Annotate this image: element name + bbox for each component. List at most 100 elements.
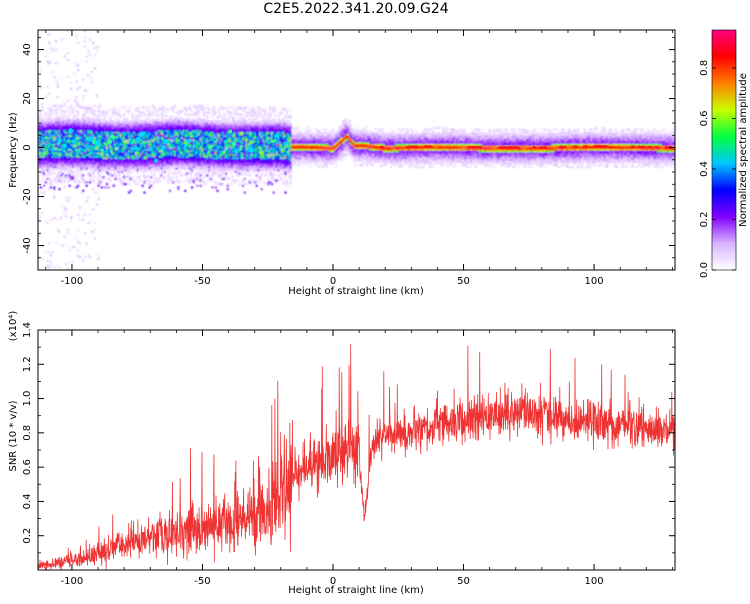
- heat-cell: [55, 118, 58, 121]
- heat-cell: [197, 149, 200, 152]
- heat-cell: [41, 128, 44, 131]
- heat-cell: [218, 142, 221, 145]
- heat-cell: [233, 169, 236, 172]
- heat-cell: [78, 181, 81, 184]
- heat-cell: [65, 130, 68, 133]
- heat-cell: [126, 147, 129, 150]
- heat-cell: [248, 167, 251, 170]
- heat-cell: [56, 116, 59, 119]
- heat-cell: [60, 133, 63, 136]
- heat-cell: [114, 176, 117, 179]
- heat-cell: [230, 169, 233, 172]
- heat-cell: [150, 155, 153, 158]
- heat-cell: [230, 111, 233, 114]
- heat-cell: [233, 155, 236, 158]
- heat-cell: [213, 125, 216, 128]
- heat-cell: [119, 171, 122, 174]
- heat-cell: [245, 121, 248, 124]
- heat-cell: [70, 215, 73, 218]
- heat-cell: [66, 123, 69, 126]
- heat-cell: [109, 154, 112, 157]
- heat-cell: [77, 159, 80, 162]
- heat-cell: [223, 130, 226, 133]
- heat-cell: [233, 157, 236, 160]
- heat-cell: [201, 183, 204, 186]
- heat-cell: [260, 154, 263, 157]
- heat-cell: [202, 162, 205, 165]
- heat-cell: [129, 128, 132, 131]
- heat-cell: [63, 159, 66, 162]
- heat-cell: [89, 154, 92, 157]
- heat-cell: [134, 135, 137, 138]
- heat-cell: [77, 111, 80, 114]
- heat-cell: [99, 120, 102, 123]
- heat-cell: [95, 121, 98, 124]
- heat-cell: [201, 138, 204, 141]
- heat-cell: [124, 164, 127, 167]
- heat-cell: [78, 123, 81, 126]
- heat-cell: [201, 142, 204, 145]
- heat-cell: [72, 132, 75, 135]
- heat-cell: [41, 103, 44, 106]
- heat-cell: [192, 159, 195, 162]
- heat-cell: [206, 147, 209, 150]
- heat-cell: [107, 155, 110, 158]
- heat-cell: [53, 128, 56, 131]
- heat-cell: [179, 152, 182, 155]
- heat-cell: [162, 104, 165, 107]
- heat-cell: [253, 123, 256, 126]
- heat-cell: [138, 166, 141, 169]
- heat-cell: [250, 157, 253, 160]
- heat-cell: [255, 128, 258, 131]
- heat-cell: [194, 159, 197, 162]
- heat-cell: [228, 138, 231, 141]
- heat-cell: [189, 150, 192, 153]
- heat-cell: [216, 152, 219, 155]
- heat-cell: [143, 137, 146, 140]
- heat-cell: [102, 135, 105, 138]
- heat-cell: [218, 108, 221, 111]
- heat-cell: [179, 128, 182, 131]
- heat-cell: [242, 137, 245, 140]
- heat-cell: [255, 113, 258, 116]
- heat-cell: [119, 125, 122, 128]
- heat-cell: [117, 113, 120, 116]
- heat-cell: [92, 155, 95, 158]
- heat-cell: [138, 132, 141, 135]
- heat-cell: [191, 159, 194, 162]
- heat-cell: [41, 142, 44, 145]
- heat-cell: [240, 167, 243, 170]
- heat-cell: [167, 159, 170, 162]
- heat-cell: [44, 152, 47, 155]
- heat-cell: [174, 106, 177, 109]
- heat-cell: [165, 145, 168, 148]
- heat-cell: [136, 125, 139, 128]
- heat-cell: [53, 154, 56, 157]
- heat-cell: [252, 143, 255, 146]
- heat-cell: [99, 143, 102, 146]
- heat-cell: [78, 152, 81, 155]
- heat-cell: [225, 143, 228, 146]
- heat-cell: [61, 130, 64, 133]
- heat-cell: [38, 160, 41, 163]
- heat-cell: [85, 164, 88, 167]
- heat-cell: [63, 121, 66, 124]
- heat-cell: [85, 149, 88, 152]
- heat-cell: [206, 145, 209, 148]
- heat-cell: [191, 162, 194, 165]
- heat-cell: [75, 174, 78, 177]
- heat-cell: [228, 126, 231, 129]
- heat-cell: [177, 125, 180, 128]
- heat-cell: [114, 116, 117, 119]
- heat-cell: [104, 140, 107, 143]
- heat-cell: [121, 183, 124, 186]
- heat-cell: [242, 128, 245, 131]
- heat-cell: [206, 128, 209, 131]
- heat-cell: [146, 115, 149, 118]
- heat-cell: [160, 159, 163, 162]
- heat-cell: [211, 140, 214, 143]
- heat-cell: [85, 160, 88, 163]
- heat-cell: [185, 143, 188, 146]
- heat-cell: [121, 130, 124, 133]
- heat-cell: [39, 138, 42, 141]
